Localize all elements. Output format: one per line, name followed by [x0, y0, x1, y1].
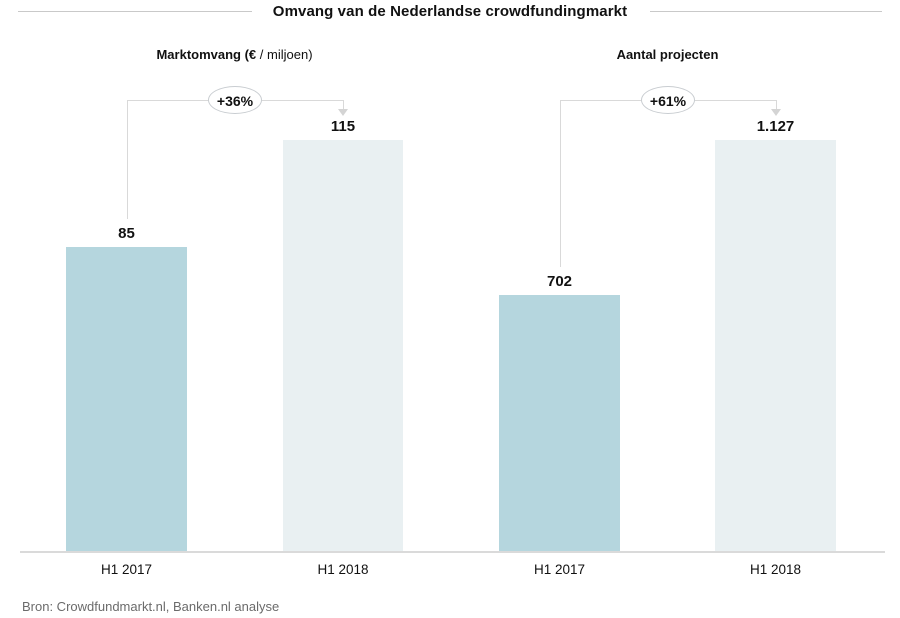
left-growth-connector-rise — [127, 100, 128, 219]
left-down-arrow-icon — [338, 109, 348, 116]
left-subtitle-light: / miljoen) — [259, 47, 313, 62]
value-label-marktomvang-h1-2018: 115 — [330, 118, 356, 135]
bar-projecten-h1-2018 — [715, 140, 836, 552]
bar-projecten-h1-2017 — [499, 295, 620, 552]
category-label-projecten-h1-2017: H1 2017 — [533, 562, 586, 577]
bar-marktomvang-h1-2018 — [283, 140, 403, 552]
chart-title: Omvang van de Nederlandse crowdfundingma… — [272, 3, 628, 20]
x-axis-baseline — [20, 551, 885, 553]
category-label-projecten-h1-2018: H1 2018 — [749, 562, 802, 577]
right-panel-subtitle: Aantal projecten — [499, 47, 836, 62]
right-down-arrow-icon — [771, 109, 781, 116]
right-growth-badge: +61% — [641, 86, 695, 114]
value-label-marktomvang-h1-2017: 85 — [118, 225, 135, 242]
left-growth-connector-drop — [343, 100, 344, 109]
category-label-marktomvang-h1-2017: H1 2017 — [100, 562, 153, 577]
right-growth-connector-rise — [560, 100, 561, 267]
title-rule-right — [650, 11, 882, 12]
source-note: Bron: Crowdfundmarkt.nl, Banken.nl analy… — [22, 599, 280, 614]
title-rule-left — [18, 11, 252, 12]
left-growth-badge: +36% — [208, 86, 262, 114]
bar-marktomvang-h1-2017 — [66, 247, 187, 552]
right-subtitle-bold: Aantal projecten — [616, 47, 719, 62]
value-label-projecten-h1-2017: 702 — [546, 273, 573, 290]
category-label-marktomvang-h1-2018: H1 2018 — [317, 562, 369, 577]
right-growth-connector-drop — [776, 100, 777, 109]
left-subtitle-bold: Marktomvang (€ — [156, 47, 260, 62]
value-label-projecten-h1-2018: 1.127 — [756, 118, 795, 135]
left-panel-subtitle: Marktomvang (€ / miljoen) — [66, 47, 403, 62]
